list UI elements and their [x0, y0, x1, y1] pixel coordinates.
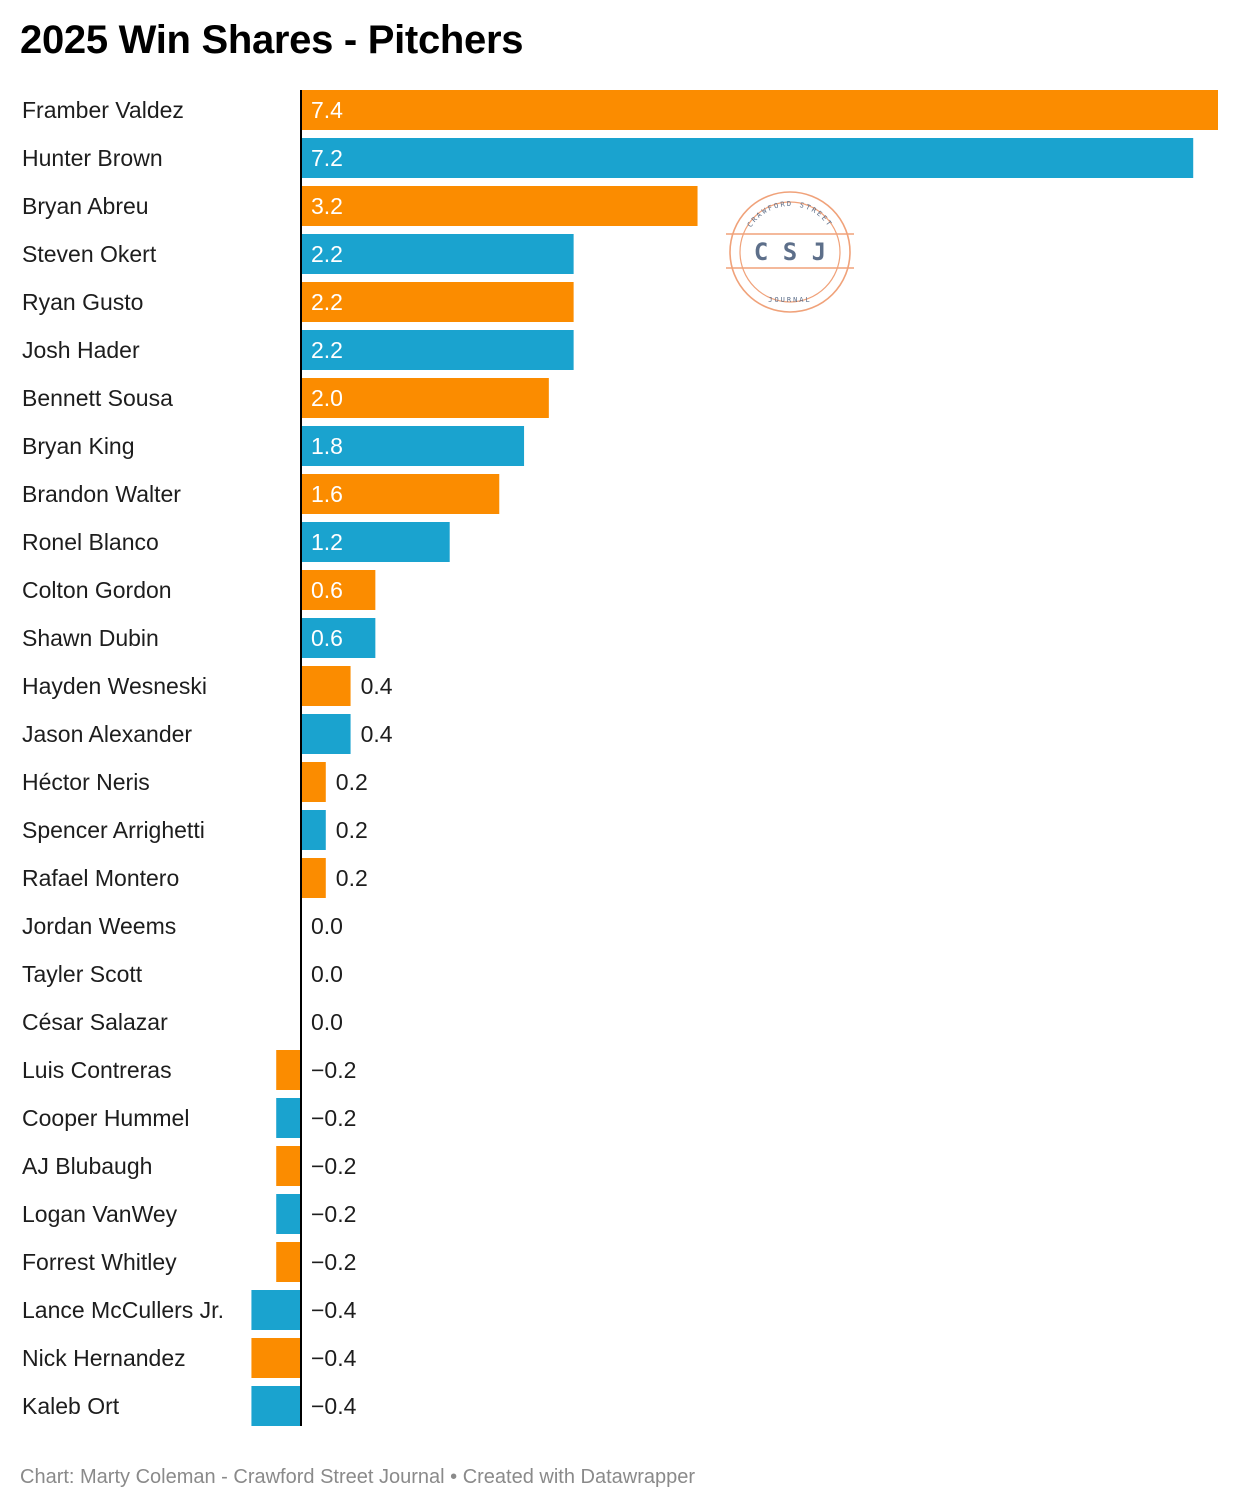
category-label: Shawn Dubin — [22, 625, 159, 651]
value-label: 0.2 — [336, 865, 368, 891]
logo-inner-ring — [739, 201, 841, 303]
csj-logo: CRAWFORD STREET C S J JOURNAL — [724, 190, 856, 314]
logo-initials: C S J — [754, 238, 826, 266]
bar — [251, 1386, 301, 1426]
category-label: Jason Alexander — [22, 721, 192, 747]
value-label: 2.0 — [311, 385, 343, 411]
bar — [276, 1050, 301, 1090]
category-label: Héctor Neris — [22, 769, 150, 795]
category-label: Josh Hader — [22, 337, 140, 363]
category-label: César Salazar — [22, 1009, 168, 1035]
category-label: AJ Blubaugh — [22, 1153, 152, 1179]
value-label: 0.0 — [311, 961, 343, 987]
bar — [276, 1146, 301, 1186]
bar — [301, 570, 376, 610]
value-label: −0.2 — [311, 1249, 356, 1275]
bar — [301, 522, 450, 562]
bar — [276, 1242, 301, 1282]
bar — [301, 282, 574, 322]
bar — [301, 378, 549, 418]
bar — [301, 666, 351, 706]
value-label: −0.4 — [311, 1345, 357, 1371]
value-label: 0.4 — [361, 721, 393, 747]
chart-title: 2025 Win Shares - Pitchers — [20, 18, 524, 62]
bar — [301, 762, 326, 802]
category-label: Cooper Hummel — [22, 1105, 189, 1131]
value-label: 0.6 — [311, 577, 343, 603]
category-label: Colton Gordon — [22, 577, 172, 603]
value-label: 0.2 — [336, 769, 368, 795]
category-label: Nick Hernandez — [22, 1345, 186, 1371]
value-label: 2.2 — [311, 337, 343, 363]
bar — [251, 1290, 301, 1330]
bar — [276, 1098, 301, 1138]
bar — [301, 474, 500, 514]
category-label: Hayden Wesneski — [22, 673, 207, 699]
category-label: Framber Valdez — [22, 97, 184, 123]
bar — [301, 234, 574, 274]
category-label: Logan VanWey — [22, 1201, 178, 1227]
category-label: Forrest Whitley — [22, 1249, 177, 1275]
category-label: Kaleb Ort — [22, 1393, 120, 1419]
value-label: −0.4 — [311, 1297, 357, 1323]
bar — [301, 810, 326, 850]
category-label: Hunter Brown — [22, 145, 163, 171]
category-label: Spencer Arrighetti — [22, 817, 205, 843]
logo-bottom-text: JOURNAL — [768, 296, 812, 304]
value-label: 2.2 — [311, 241, 343, 267]
value-label: 0.2 — [336, 817, 368, 843]
category-label: Bennett Sousa — [22, 385, 173, 411]
bar — [276, 1194, 301, 1234]
bar — [301, 90, 1218, 130]
category-label: Ronel Blanco — [22, 529, 159, 555]
value-label: −0.2 — [311, 1105, 356, 1131]
category-label: Jordan Weems — [22, 913, 176, 939]
value-label: 0.0 — [311, 913, 343, 939]
logo-top-text: CRAWFORD STREET — [746, 200, 832, 229]
value-label: 7.4 — [311, 97, 343, 123]
bar — [301, 330, 574, 370]
category-label: Ryan Gusto — [22, 289, 143, 315]
chart-footer: Chart: Marty Coleman - Crawford Street J… — [20, 1466, 696, 1488]
value-label: 1.6 — [311, 481, 343, 507]
category-label: Lance McCullers Jr. — [22, 1297, 224, 1323]
category-label: Rafael Montero — [22, 865, 179, 891]
bar — [251, 1338, 301, 1378]
value-label: 7.2 — [311, 145, 343, 171]
bar — [301, 858, 326, 898]
bar — [301, 714, 351, 754]
category-label: Bryan Abreu — [22, 193, 149, 219]
value-label: 0.4 — [361, 673, 393, 699]
value-label: 3.2 — [311, 193, 343, 219]
value-label: −0.2 — [311, 1201, 356, 1227]
category-label: Luis Contreras — [22, 1057, 172, 1083]
value-label: 0.0 — [311, 1009, 343, 1035]
value-label: −0.2 — [311, 1057, 356, 1083]
value-label: −0.2 — [311, 1153, 356, 1179]
category-label: Steven Okert — [22, 241, 157, 267]
category-label: Brandon Walter — [22, 481, 181, 507]
value-label: 0.6 — [311, 625, 343, 651]
svg-text:CRAWFORD STREET: CRAWFORD STREET — [746, 200, 834, 229]
bar — [301, 138, 1194, 178]
bar — [301, 426, 525, 466]
value-label: −0.4 — [311, 1393, 357, 1419]
bar — [301, 618, 376, 658]
logo-outer-ring — [729, 191, 851, 313]
bar — [301, 186, 698, 226]
category-label: Bryan King — [22, 433, 135, 459]
value-label: 2.2 — [311, 289, 343, 315]
value-label: 1.8 — [311, 433, 343, 459]
value-label: 1.2 — [311, 529, 343, 555]
category-label: Tayler Scott — [22, 961, 143, 987]
